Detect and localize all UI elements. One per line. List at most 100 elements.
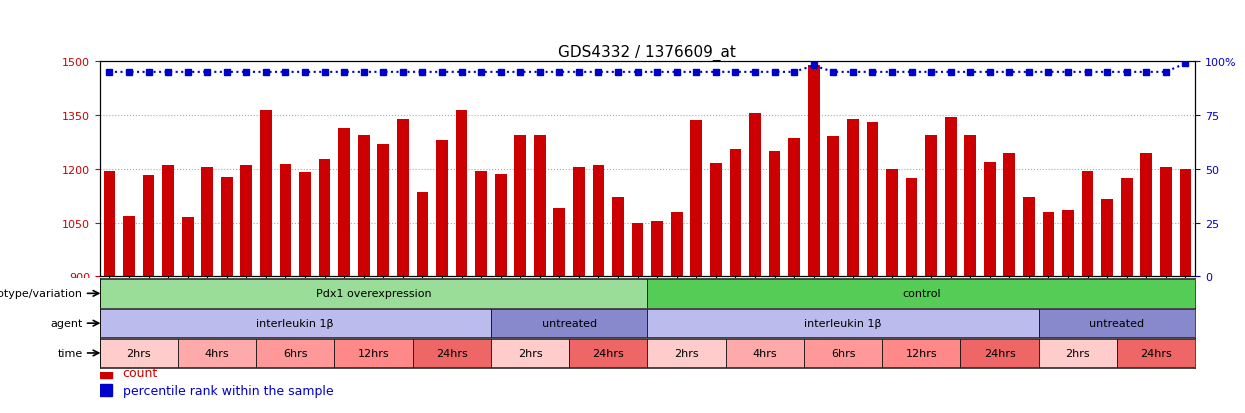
Title: GDS4332 / 1376609_at: GDS4332 / 1376609_at [559, 45, 736, 61]
FancyBboxPatch shape [491, 339, 569, 368]
Text: untreated: untreated [1089, 318, 1144, 328]
Bar [339, 129, 350, 277]
FancyBboxPatch shape [1038, 339, 1117, 368]
Bar [319, 159, 330, 277]
Text: percentile rank within the sample: percentile rank within the sample [122, 384, 334, 397]
Bar [1062, 211, 1074, 277]
FancyBboxPatch shape [569, 339, 647, 368]
Bar [613, 198, 624, 277]
FancyBboxPatch shape [100, 339, 178, 368]
Text: 4hrs: 4hrs [204, 348, 229, 358]
Bar [240, 166, 253, 277]
Text: agent: agent [50, 318, 82, 328]
Bar [1160, 168, 1172, 277]
Bar [494, 175, 507, 277]
Bar [476, 171, 487, 277]
Bar [593, 166, 604, 277]
Bar [123, 216, 134, 277]
Bar [847, 119, 859, 277]
Bar [925, 135, 937, 277]
Text: Pdx1 overexpression: Pdx1 overexpression [316, 289, 431, 299]
Bar [514, 135, 527, 277]
Bar [436, 141, 448, 277]
FancyBboxPatch shape [1038, 309, 1195, 338]
Text: 12hrs: 12hrs [357, 348, 390, 358]
Text: 6hrs: 6hrs [283, 348, 308, 358]
Bar [768, 152, 781, 277]
Bar [965, 135, 976, 277]
Bar [905, 178, 918, 277]
Bar [299, 172, 311, 277]
Text: interleukin 1β: interleukin 1β [256, 318, 334, 328]
Bar [1140, 153, 1152, 277]
Bar [867, 123, 878, 277]
Bar [573, 168, 585, 277]
Bar [749, 114, 761, 277]
FancyBboxPatch shape [412, 339, 491, 368]
Bar [631, 223, 644, 277]
Bar [730, 150, 741, 277]
Text: genotype/variation: genotype/variation [0, 289, 82, 299]
Text: interleukin 1β: interleukin 1β [804, 318, 881, 328]
FancyBboxPatch shape [647, 279, 1195, 308]
Bar [202, 168, 213, 277]
Bar [417, 192, 428, 277]
Bar [808, 66, 819, 277]
Bar [534, 135, 545, 277]
Bar [1003, 153, 1015, 277]
Bar [182, 218, 193, 277]
Bar [377, 144, 390, 277]
Bar [1082, 171, 1093, 277]
Text: 4hrs: 4hrs [752, 348, 777, 358]
Bar [691, 121, 702, 277]
Bar [456, 110, 467, 277]
Text: 24hrs: 24hrs [436, 348, 468, 358]
Bar [984, 162, 996, 277]
Text: 2hrs: 2hrs [127, 348, 151, 358]
Bar [554, 209, 565, 277]
Bar [1042, 212, 1055, 277]
FancyBboxPatch shape [1117, 339, 1195, 368]
Text: control: control [901, 289, 941, 299]
Bar [710, 164, 722, 277]
FancyBboxPatch shape [647, 309, 1038, 338]
FancyBboxPatch shape [804, 339, 883, 368]
Bar [828, 137, 839, 277]
FancyBboxPatch shape [960, 339, 1038, 368]
Text: 6hrs: 6hrs [830, 348, 855, 358]
Bar [1023, 198, 1035, 277]
Bar [280, 165, 291, 277]
Bar [220, 177, 233, 277]
Text: time: time [57, 348, 82, 358]
Bar [357, 135, 370, 277]
Bar [1120, 178, 1133, 277]
Text: 24hrs: 24hrs [593, 348, 624, 358]
FancyBboxPatch shape [178, 339, 256, 368]
FancyBboxPatch shape [883, 339, 960, 368]
Bar [260, 110, 271, 277]
FancyBboxPatch shape [100, 279, 647, 308]
Text: count: count [122, 366, 158, 379]
Text: 24hrs: 24hrs [1140, 348, 1172, 358]
FancyBboxPatch shape [491, 309, 647, 338]
Bar [162, 166, 174, 277]
Bar [671, 212, 682, 277]
Bar [651, 221, 664, 277]
Bar [886, 169, 898, 277]
Bar [1179, 169, 1191, 277]
FancyBboxPatch shape [100, 309, 491, 338]
FancyBboxPatch shape [256, 339, 335, 368]
FancyBboxPatch shape [647, 339, 726, 368]
Text: 24hrs: 24hrs [984, 348, 1016, 358]
FancyBboxPatch shape [335, 339, 412, 368]
Text: 2hrs: 2hrs [1066, 348, 1091, 358]
FancyBboxPatch shape [726, 339, 804, 368]
Text: untreated: untreated [542, 318, 596, 328]
Text: 12hrs: 12hrs [905, 348, 937, 358]
Bar [1102, 200, 1113, 277]
Bar [945, 117, 956, 277]
Bar [103, 171, 116, 277]
Bar [788, 139, 801, 277]
Bar [397, 119, 408, 277]
Text: 2hrs: 2hrs [518, 348, 543, 358]
